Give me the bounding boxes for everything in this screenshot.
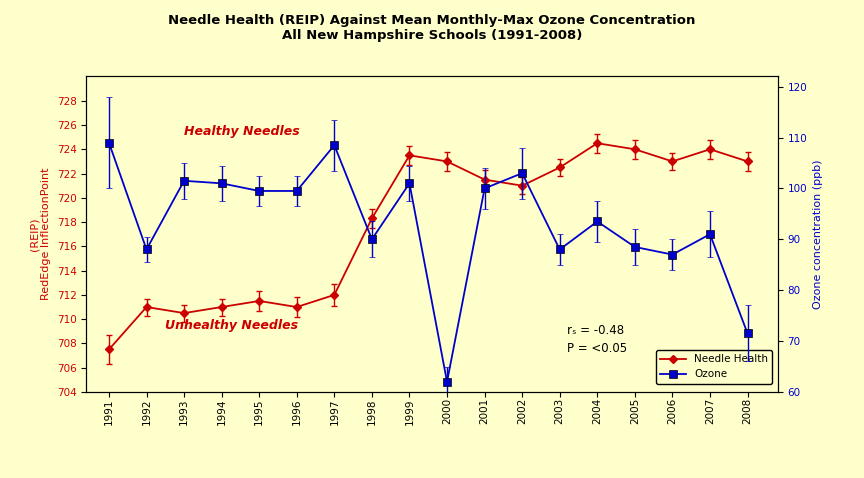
Text: rₛ = -0.48: rₛ = -0.48 — [568, 324, 625, 337]
Text: Unhealthy Needles: Unhealthy Needles — [165, 319, 298, 332]
Text: Needle Health (REIP) Against Mean Monthly-Max Ozone Concentration
All New Hampsh: Needle Health (REIP) Against Mean Monthl… — [168, 14, 696, 43]
Text: P = <0.05: P = <0.05 — [568, 342, 627, 355]
Y-axis label: (REIP)
RedEdge InflectionPoint: (REIP) RedEdge InflectionPoint — [29, 168, 51, 301]
Text: Healthy Needles: Healthy Needles — [184, 125, 300, 138]
Legend: Needle Health, Ozone: Needle Health, Ozone — [656, 350, 772, 384]
Y-axis label: Ozone concentration (ppb): Ozone concentration (ppb) — [813, 160, 823, 309]
